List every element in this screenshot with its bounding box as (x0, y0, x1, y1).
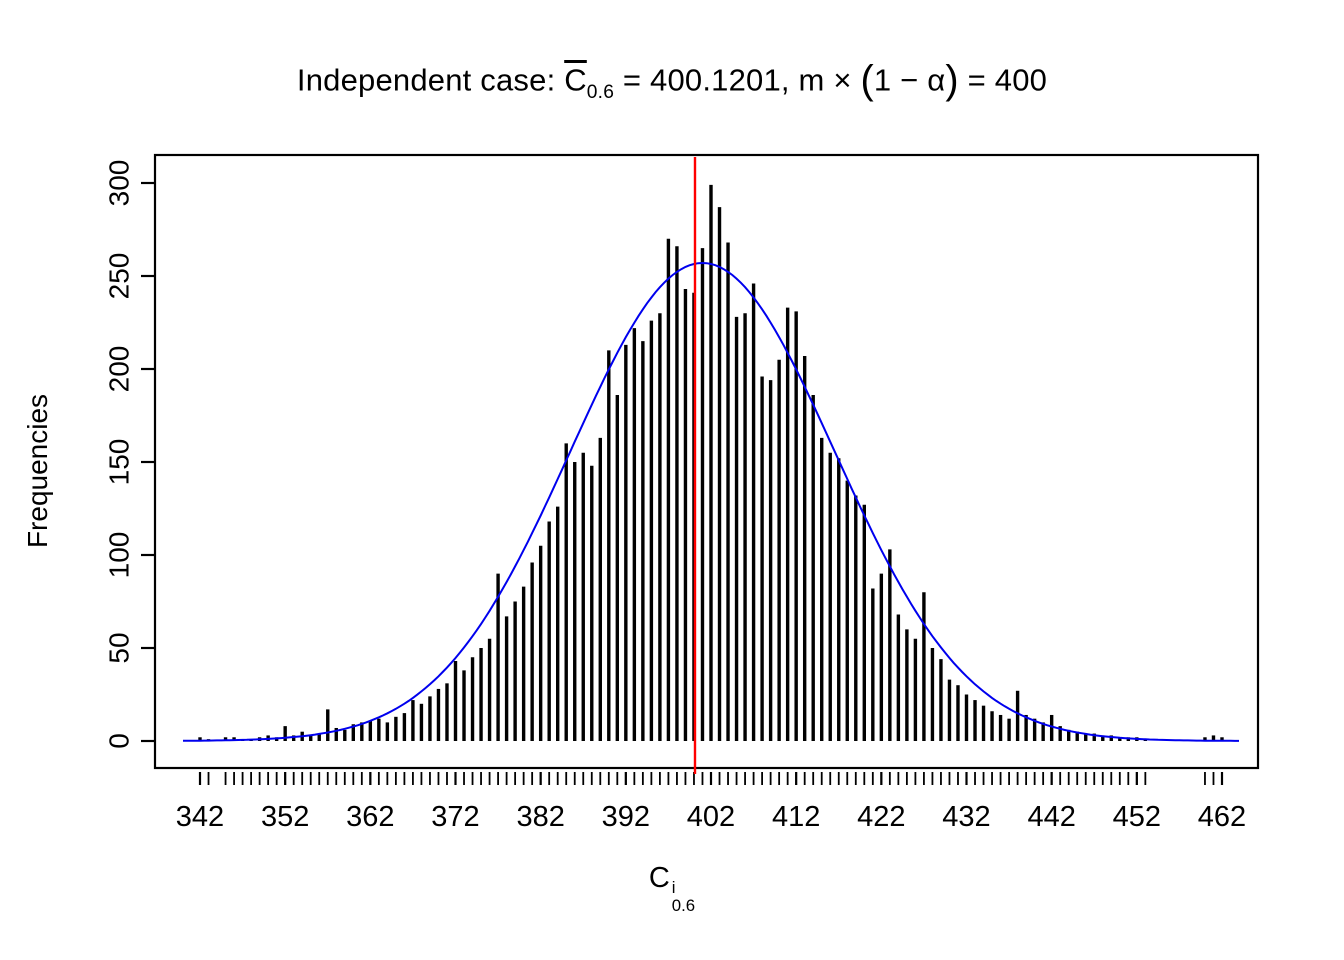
title-prefix: Independent case: (296, 62, 565, 98)
title-mid: = 400.1201, m × (614, 62, 861, 98)
chart-title: Independent case: C0.6 = 400.1201, m × (… (0, 58, 1344, 104)
x-tick-label: 422 (857, 801, 905, 833)
y-tick-label: 100 (103, 532, 134, 579)
x-tick-label: 462 (1198, 801, 1246, 833)
title-cbar: C (564, 62, 587, 98)
y-tick-label: 200 (103, 346, 134, 393)
normal-curve (183, 261, 1239, 742)
y-tick-label: 150 (103, 439, 134, 486)
x-label-sub: 0.6 (671, 895, 696, 915)
title-suffix: = 400 (958, 62, 1048, 98)
x-label-base: C (648, 862, 670, 894)
y-tick-label: 250 (103, 253, 134, 300)
histogram-bars (198, 184, 1224, 741)
title-paren-close: ) (945, 58, 959, 102)
y-axis: 0 50 100 150 200 250 300 (103, 160, 155, 749)
x-tick-label: 452 (1113, 801, 1161, 833)
plot-box (153, 153, 1260, 770)
x-tick-label: 362 (346, 801, 394, 833)
x-axis: 342 352 362 372 382 392 402 412 422 432 442 452 462 (176, 772, 1246, 833)
title-cbar-sub: 0.6 (586, 81, 615, 103)
x-tick-label: 432 (942, 801, 990, 833)
x-tick-label: 392 (602, 801, 650, 833)
y-tick-label: 300 (103, 160, 134, 207)
y-tick-label: 0 (103, 733, 134, 749)
x-tick-label: 352 (261, 801, 309, 833)
x-tick-label: 412 (772, 801, 820, 833)
x-label-sup: i (671, 877, 676, 897)
x-tick-label: 442 (1027, 801, 1075, 833)
y-tick-label: 50 (103, 632, 134, 663)
x-tick-label: 372 (431, 801, 479, 833)
x-tick-label: 402 (687, 801, 735, 833)
title-alpha-expr: 1 − α (873, 62, 946, 98)
x-tick-label: 382 (516, 801, 564, 833)
x-label-supsub: i 0.6 (672, 879, 695, 914)
x-tick-label: 342 (176, 801, 224, 833)
title-paren-open: ( (860, 58, 874, 102)
